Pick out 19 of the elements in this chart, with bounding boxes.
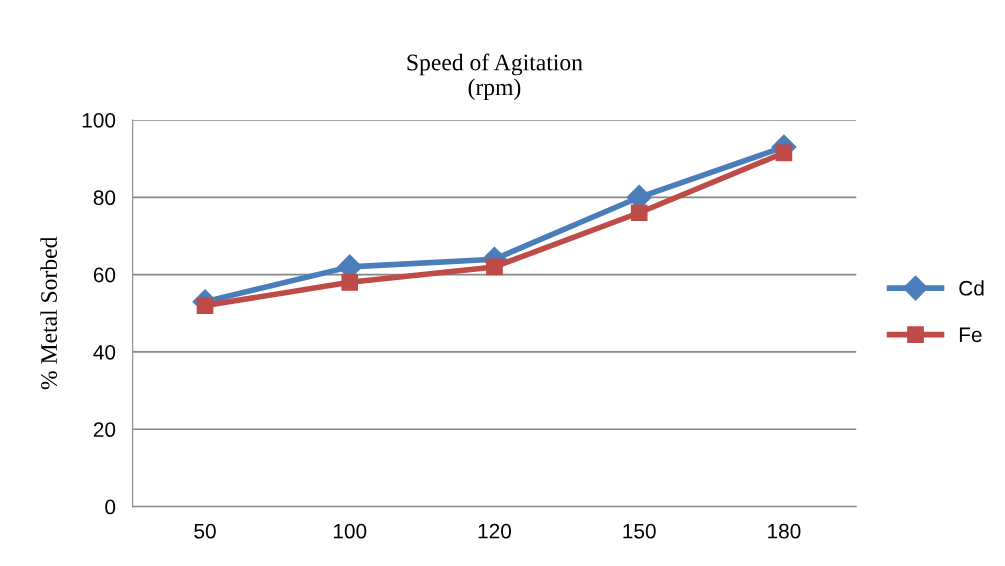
y-axis-title: % Metal Sorbed [40, 236, 58, 390]
y-tick-label: 60 [93, 267, 116, 283]
y-tick-label: 100 [82, 112, 116, 128]
legend-label: Cd [959, 280, 984, 296]
point [341, 274, 359, 291]
x-tick-label: 120 [478, 523, 512, 539]
y-tick-label: 20 [93, 422, 116, 438]
legend-label: Fe [959, 327, 982, 343]
x-tick-label: 150 [623, 523, 656, 539]
point [486, 258, 503, 276]
x-tick-label: 50 [194, 523, 216, 539]
y-tick-label: 40 [93, 344, 116, 360]
y-tick-label: 0 [105, 499, 116, 515]
chart-title: Speed of Agitation (rpm) [407, 53, 583, 101]
point [775, 144, 793, 162]
y-tick-label: 80 [93, 190, 116, 206]
x-tick-label: 180 [768, 523, 801, 539]
x-tick-label: 100 [333, 523, 367, 539]
point [630, 204, 648, 222]
